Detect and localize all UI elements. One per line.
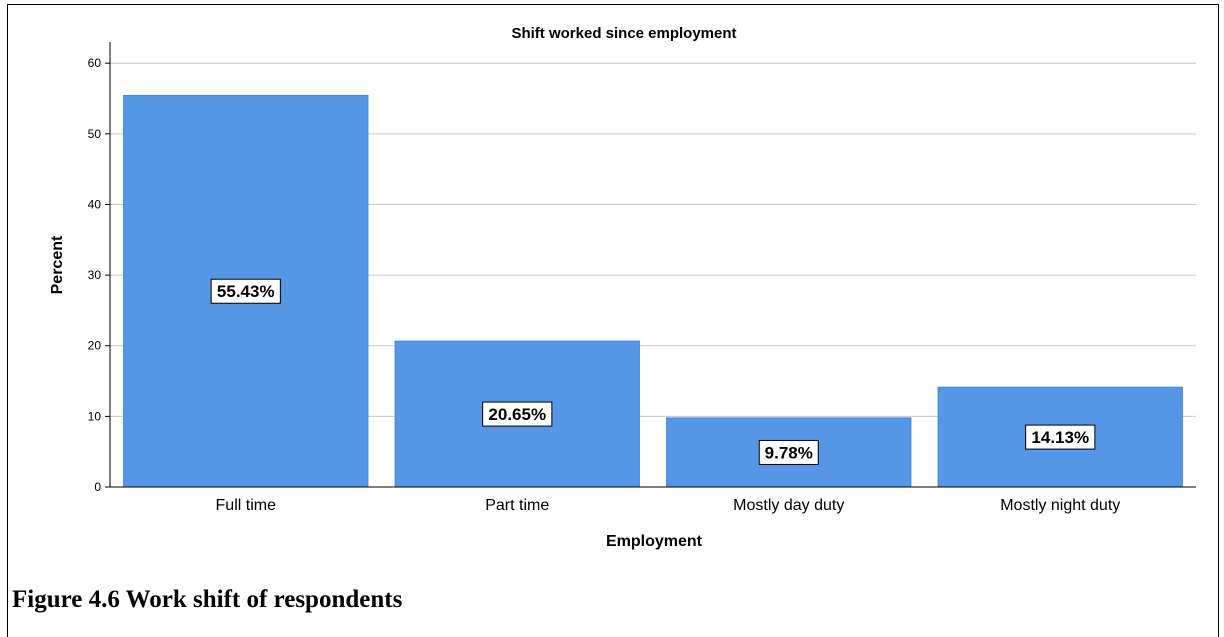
y-tick-label: 60 (88, 56, 102, 70)
y-tick-label: 0 (94, 480, 101, 494)
y-tick-label: 40 (88, 197, 102, 211)
x-axis-label: Employment (606, 533, 703, 550)
data-label: 14.13% (1031, 428, 1089, 447)
data-label: 9.78% (765, 443, 813, 462)
data-label-box (1025, 424, 1096, 450)
y-tick-label: 10 (88, 409, 102, 423)
data-label-box (482, 401, 553, 427)
data-label: 20.65% (488, 405, 546, 424)
data-label-box (758, 439, 819, 465)
x-tick-label: Mostly day duty (733, 497, 844, 514)
chart-title: Shift worked since employment (511, 25, 736, 42)
x-tick-label: Full time (216, 497, 277, 514)
data-label: 55.43% (217, 282, 275, 301)
y-tick-label: 50 (88, 127, 102, 141)
figure-caption: Figure 4.6 Work shift of respondents (12, 586, 403, 613)
data-label-box (210, 278, 281, 304)
x-tick-label: Mostly night duty (1000, 497, 1120, 514)
y-tick-label: 30 (88, 268, 102, 282)
data-labels: 55.43% 20.65% 9.78% 14.13% (210, 278, 1096, 465)
figure-frame (7, 4, 1219, 637)
bars (123, 94, 1183, 488)
y-axis-label: Percent (49, 235, 66, 294)
y-axis-ticks: 0 10 20 30 40 50 60 (88, 56, 110, 494)
bar-chart: Shift worked since employment 0 10 20 30 40 5… (49, 25, 1196, 550)
x-tick-label: Part time (485, 497, 549, 514)
x-axis-ticks: Full time Part time Mostly day duty Mostly … (216, 497, 1121, 514)
y-tick-label: 20 (88, 339, 102, 353)
